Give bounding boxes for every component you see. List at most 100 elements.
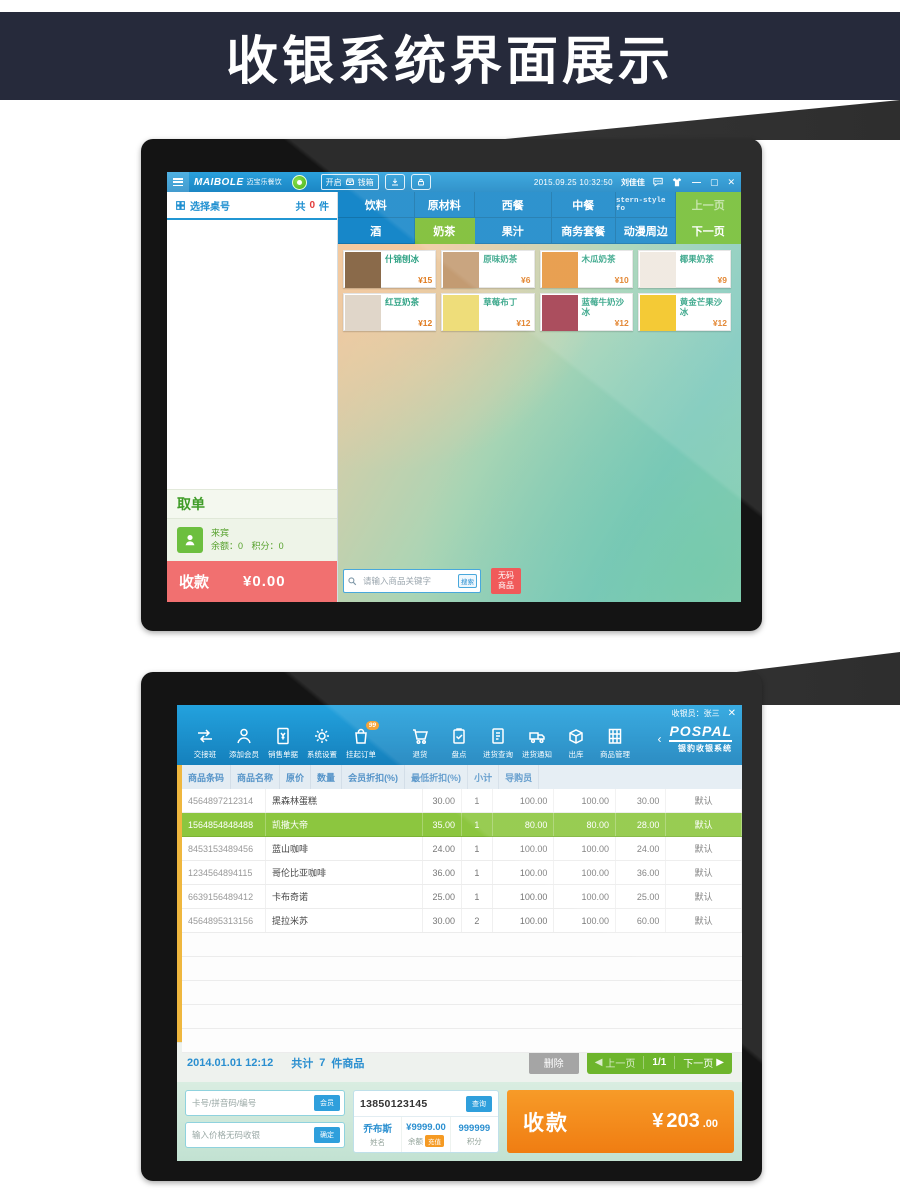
product-card[interactable]: 草莓布丁 ¥12	[441, 293, 535, 331]
toolbar-button-product-management[interactable]: 商品管理	[597, 725, 633, 760]
toolbar-button-stocktake[interactable]: 盘点	[441, 725, 477, 760]
product-card-body: 原味奶茶 ¥6	[480, 251, 533, 287]
theme-button[interactable]	[671, 176, 683, 188]
product-area: 什锦刨冰 ¥15 原味奶茶 ¥6	[338, 244, 741, 602]
next-page-button[interactable]: 下一页 ▶	[683, 1055, 724, 1070]
close-button[interactable]: ✕	[727, 176, 735, 187]
member-balance-col: ¥9999.00 余额 充值	[402, 1117, 451, 1152]
price-entry-input[interactable]	[190, 1129, 310, 1141]
lock-button[interactable]	[410, 174, 431, 190]
toolbar-button-purchase-notice[interactable]: 进货通知	[519, 725, 555, 760]
product-price: ¥15	[418, 275, 433, 285]
product-price: ¥6	[521, 275, 531, 285]
category-tab[interactable]: 饮料	[338, 192, 415, 218]
toolbar-button-add-member[interactable]: 添加会员	[226, 725, 262, 760]
table-header-cell: 会员折扣(%)	[342, 765, 406, 789]
table-row[interactable]: 1564854848488 凯撒大帝 35.00 1 80.00 80.00 2…	[182, 813, 742, 837]
pickup-order-button[interactable]: 取单	[167, 489, 337, 518]
search-button[interactable]: 搜索	[458, 574, 477, 588]
checkout-button[interactable]: 收款 ¥0.00	[167, 561, 337, 602]
toolbar-button-sales-receipts[interactable]: 销售单据	[265, 725, 301, 760]
amount-integer: 203	[666, 1110, 700, 1132]
category-tab[interactable]: 中餐	[551, 192, 617, 218]
category-tab[interactable]: 商务套餐	[551, 218, 617, 244]
category-tab[interactable]: 酒	[338, 218, 415, 244]
product-card[interactable]: 黄金芒果沙冰 ¥12	[637, 293, 731, 331]
prev-page-button[interactable]: ◀ 上一页	[595, 1055, 636, 1070]
menu-button[interactable]	[167, 172, 189, 192]
table-row[interactable]: 4564897212314 黑森林蛋糕 30.00 1 100.00 100.0…	[182, 789, 742, 813]
cell-member-discount: 100.00	[493, 909, 555, 932]
phone-query-button[interactable]: 查询	[466, 1095, 492, 1112]
product-card[interactable]: 什锦刨冰 ¥15	[343, 250, 437, 288]
order-item-list[interactable]	[167, 220, 337, 489]
cell-member-discount: 100.00	[493, 789, 555, 812]
toolbar-button-purchase-query[interactable]: 进货查询	[480, 725, 516, 760]
cell-min-discount: 100.00	[554, 861, 616, 884]
cell-sales-guide: 默认	[666, 789, 742, 812]
search-icon	[348, 576, 357, 585]
price-confirm-button[interactable]: 确定	[314, 1127, 340, 1143]
member-lookup-button[interactable]: 会员	[314, 1095, 340, 1111]
category-tab[interactable]: 奶茶	[414, 218, 475, 244]
toolbar-button-returns[interactable]: 退货	[402, 725, 438, 760]
member-details: 来宾 余额：0 积分：0	[211, 527, 284, 553]
pos2-toolbar: 收银员：张三 ✕ 交接班 添加会员	[177, 705, 742, 765]
item-count: 共 0 件	[295, 198, 329, 213]
toolbar-button-outbound[interactable]: 出库	[558, 725, 594, 760]
member-info-row: 来宾 余额：0 积分：0	[167, 518, 337, 561]
product-image	[443, 252, 480, 288]
search-input[interactable]	[361, 575, 455, 587]
cell-quantity: 1	[462, 789, 493, 812]
category-tab[interactable]: 上一页	[676, 192, 741, 218]
product-grid: 什锦刨冰 ¥15 原味奶茶 ¥6	[338, 244, 741, 337]
member-points-col: 999999 积分	[451, 1117, 498, 1152]
category-tab[interactable]: 下一页	[676, 218, 741, 244]
product-card[interactable]: 蓝莓牛奶沙冰 ¥12	[539, 293, 633, 331]
category-tab[interactable]: stern-style fo	[616, 192, 677, 218]
shelf-grid-icon	[604, 725, 626, 747]
delete-row-button[interactable]: 删除	[528, 1051, 579, 1074]
product-search-box: 搜索	[343, 569, 481, 593]
no-barcode-product-button[interactable]: 无码 商品	[491, 568, 521, 594]
product-name: 原味奶茶	[483, 254, 518, 264]
category-tab[interactable]: 西餐	[475, 192, 552, 218]
cell-min-discount: 100.00	[554, 837, 616, 860]
table-row[interactable]: 1234564894115 哥伦比亚咖啡 36.00 1 100.00 100.…	[182, 861, 742, 885]
device-button[interactable]	[384, 174, 405, 190]
person-icon	[185, 535, 195, 546]
cell-barcode: 4564895313156	[182, 909, 266, 932]
product-card[interactable]: 椰果奶茶 ¥9	[637, 250, 731, 288]
open-cash-drawer-button[interactable]: 开启 钱箱	[320, 174, 379, 190]
cell-quantity: 1	[462, 837, 493, 860]
messages-button[interactable]	[652, 176, 664, 188]
toolbar-button-held-orders[interactable]: 99 挂起订单	[343, 721, 379, 760]
balance-label: 余额：	[211, 541, 239, 551]
member-stats-row: 乔布斯 姓名 ¥9999.00 余额 充值 999999 积	[354, 1117, 498, 1152]
close-button[interactable]: ✕	[727, 708, 736, 719]
cell-barcode: 6639156489412	[182, 885, 266, 908]
return-cart-icon	[409, 725, 431, 747]
product-card[interactable]: 木瓜奶茶 ¥10	[539, 250, 633, 288]
category-tab[interactable]: 果汁	[475, 218, 552, 244]
table-row[interactable]: 8453153489456 蓝山咖啡 24.00 1 100.00 100.00…	[182, 837, 742, 861]
product-card[interactable]: 红豆奶茶 ¥12	[343, 293, 437, 331]
member-card-input[interactable]	[190, 1097, 310, 1109]
product-card[interactable]: 原味奶茶 ¥6	[441, 250, 535, 288]
minimize-button[interactable]: —	[691, 177, 701, 187]
purchase-query-icon	[487, 725, 509, 747]
maximize-button[interactable]: ▢	[709, 176, 719, 187]
table-row[interactable]: 4564895313156 提拉米苏 30.00 2 100.00 100.00…	[182, 909, 742, 933]
category-tab[interactable]: 动漫周边	[616, 218, 677, 244]
product-image	[345, 252, 381, 288]
toolbar-button-settings[interactable]: 系统设置	[304, 725, 340, 760]
product-name: 什锦刨冰	[385, 254, 420, 264]
category-tab[interactable]: 原材料	[414, 192, 475, 218]
product-card-body: 红豆奶茶 ¥12	[382, 294, 435, 330]
table-select-header[interactable]: 选择桌号 共 0 件	[167, 192, 337, 220]
collapse-toolbar-button[interactable]: ‹	[657, 732, 662, 746]
table-row[interactable]: 6639156489412 卡布奇诺 25.00 1 100.00 100.00…	[182, 885, 742, 909]
collect-payment-button[interactable]: 收款 ¥ 203 .00	[507, 1090, 734, 1153]
recharge-button[interactable]: 充值	[424, 1135, 444, 1147]
toolbar-button-shift-handover[interactable]: 交接班	[187, 725, 223, 760]
